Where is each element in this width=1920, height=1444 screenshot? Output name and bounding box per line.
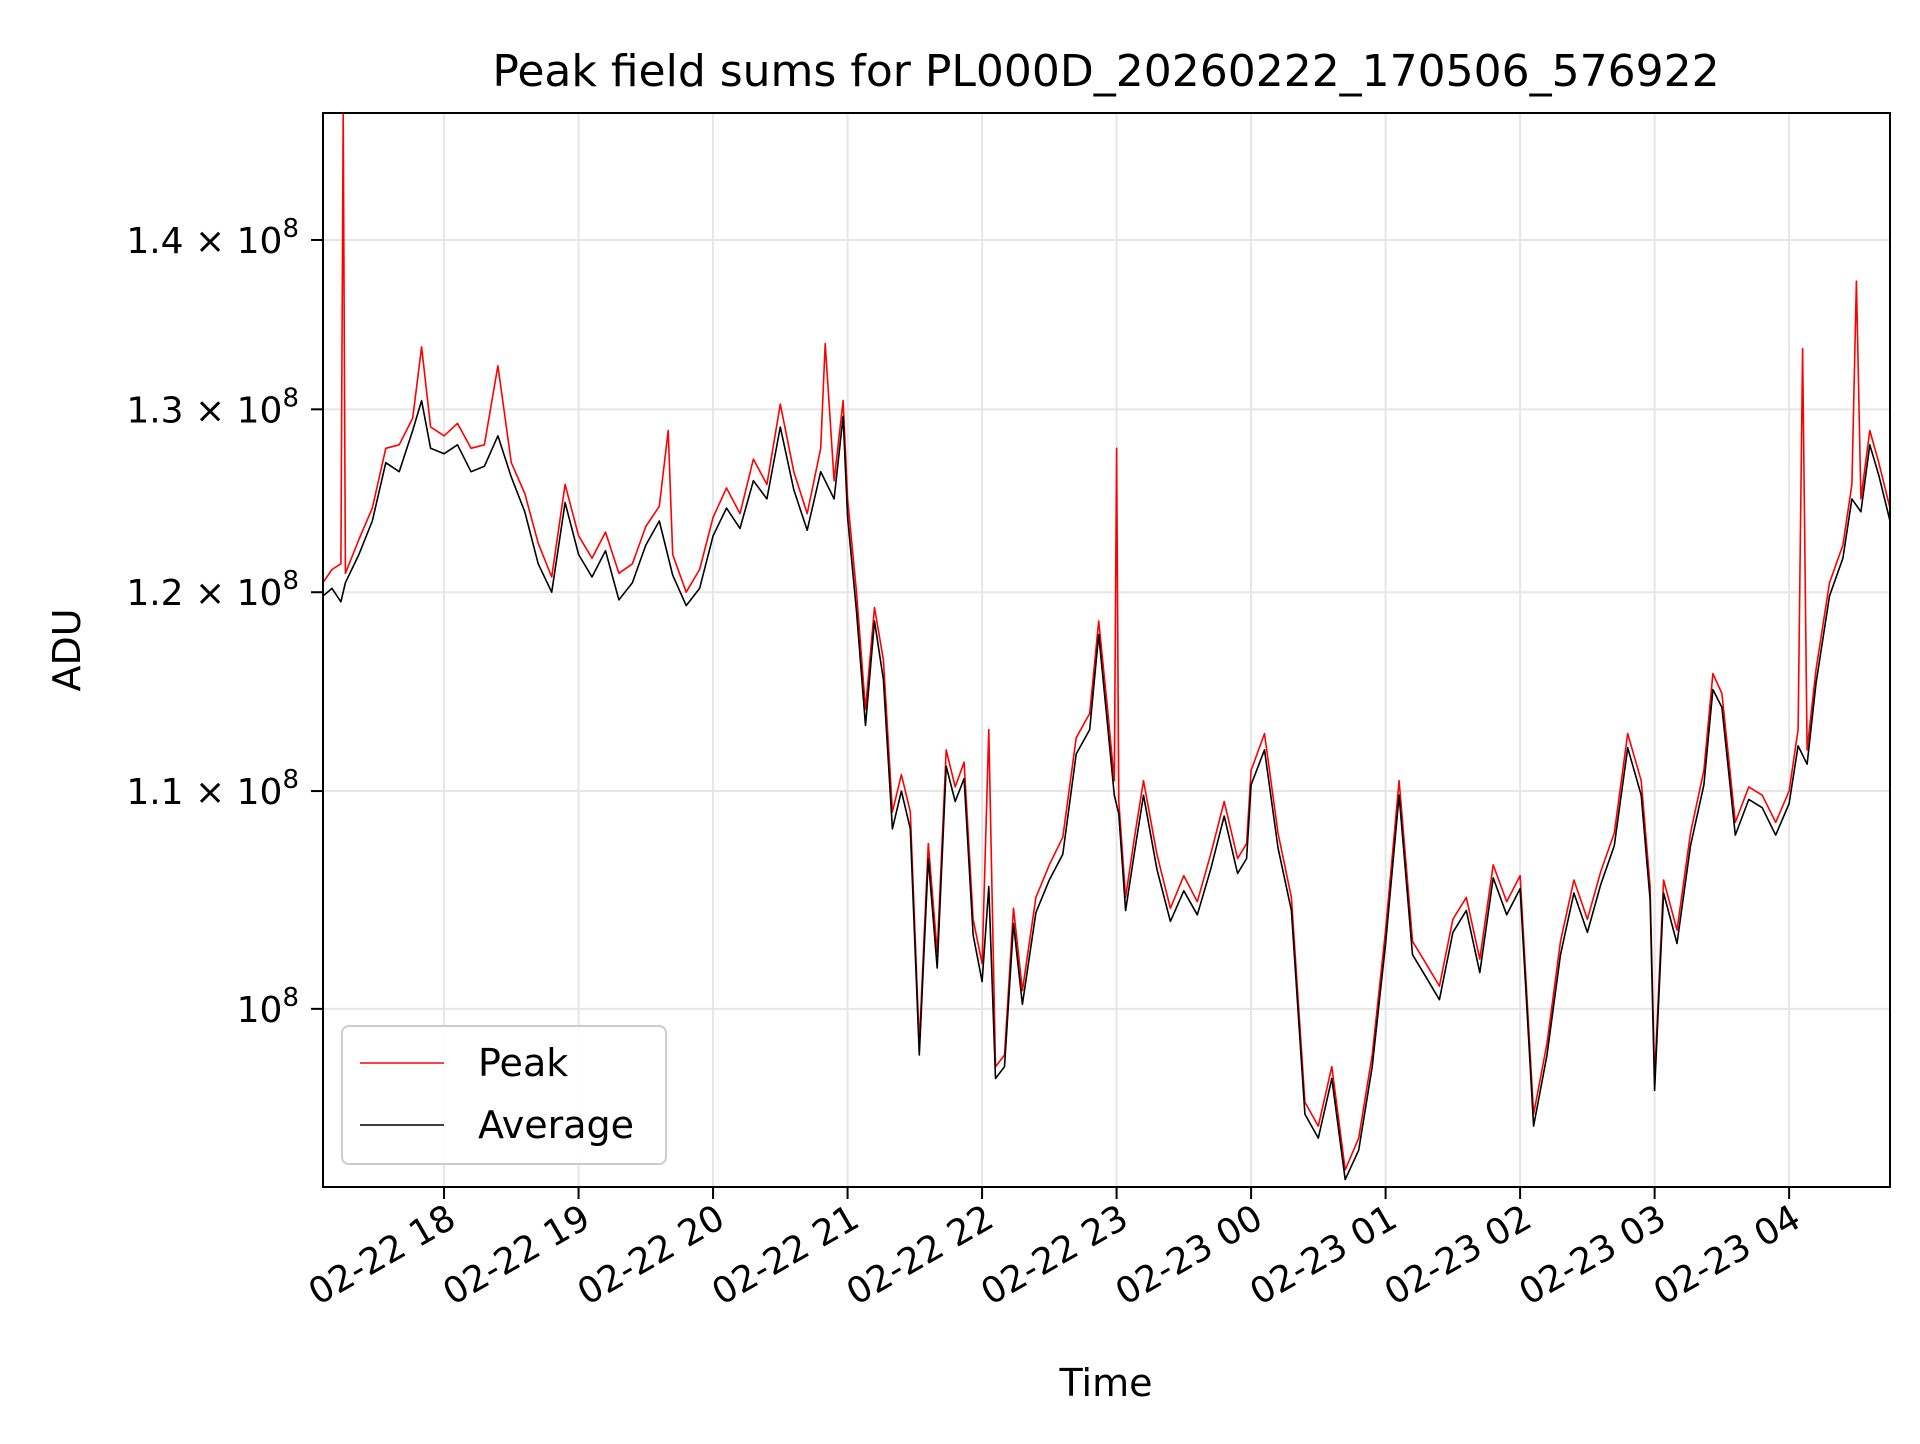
series-line-average [323,399,1890,1181]
y-tick-label: 1.2 × 108 [126,566,299,614]
y-tick-label: 1.1 × 108 [126,765,299,813]
series-layer [323,113,1890,1181]
legend-label-average: Average [478,1103,634,1147]
plot-area-frame [322,112,1891,1188]
legend: Peak Average [341,1025,667,1165]
y-tick-label: 108 [237,983,299,1031]
grid-layer [323,113,1890,1187]
y-axis-ticks: 108 1.1 × 108 1.2 × 108 1.3 × 108 1.4 × 108 [126,214,323,1031]
x-axis-label: Time [1059,1361,1153,1405]
legend-box [341,1025,667,1165]
y-tick-label: 1.4 × 108 [126,214,299,262]
legend-label-peak: Peak [478,1041,568,1085]
y-tick-label: 1.3 × 108 [126,383,299,431]
chart-title: Peak field sums for PL000D_20260222_1705… [492,46,1719,97]
y-axis-label: ADU [45,608,89,691]
